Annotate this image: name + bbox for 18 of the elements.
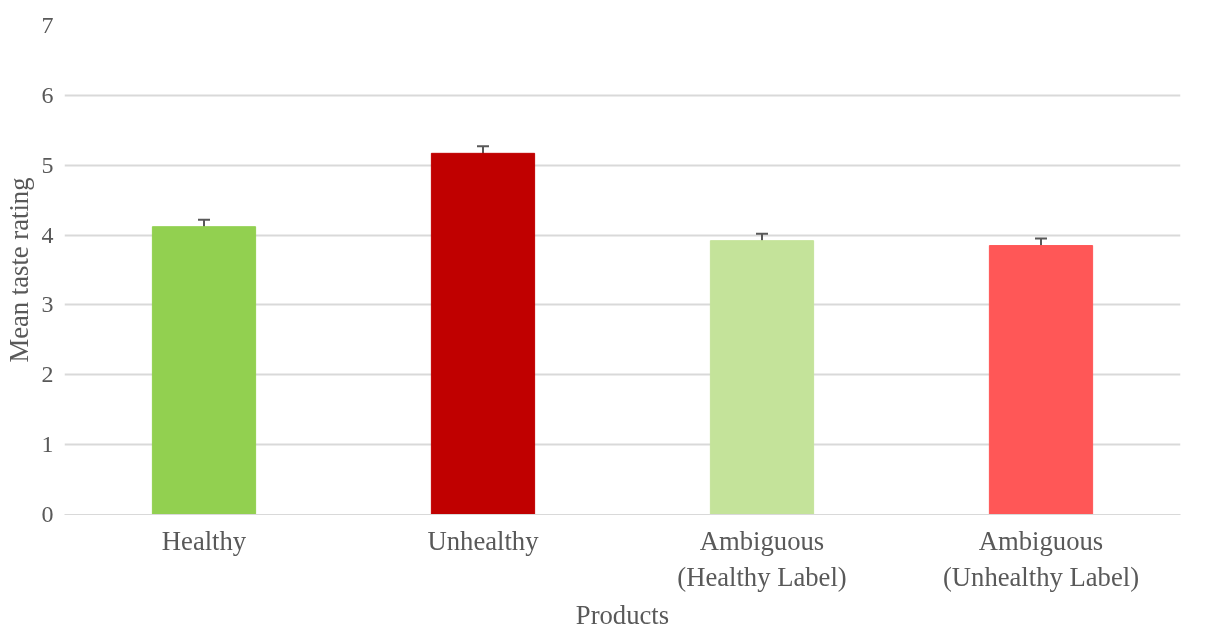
x-tick-label: Ambiguous (Healthy Label)	[677, 525, 847, 592]
x-tick-label: Unhealthy	[427, 525, 540, 556]
x-axis-title: Products	[575, 599, 670, 630]
bar	[988, 245, 1094, 515]
y-tick-label: 2	[41, 361, 54, 388]
y-tick-label: 5	[41, 151, 54, 178]
y-tick-label: 0	[41, 501, 54, 527]
bar	[151, 226, 257, 515]
y-axis-title: Mean taste rating	[3, 177, 34, 363]
x-tick-label: Ambiguous (Unhealthy Label)	[942, 525, 1140, 592]
bar	[430, 152, 536, 515]
bar	[709, 240, 815, 515]
y-tick-label: 3	[41, 291, 54, 318]
y-tick-label: 1	[41, 431, 54, 458]
x-tick-label: Healthy	[161, 525, 247, 556]
y-tick-label: 7	[41, 12, 54, 38]
y-tick-label: 4	[41, 221, 54, 248]
y-tick-label: 6	[41, 81, 54, 108]
